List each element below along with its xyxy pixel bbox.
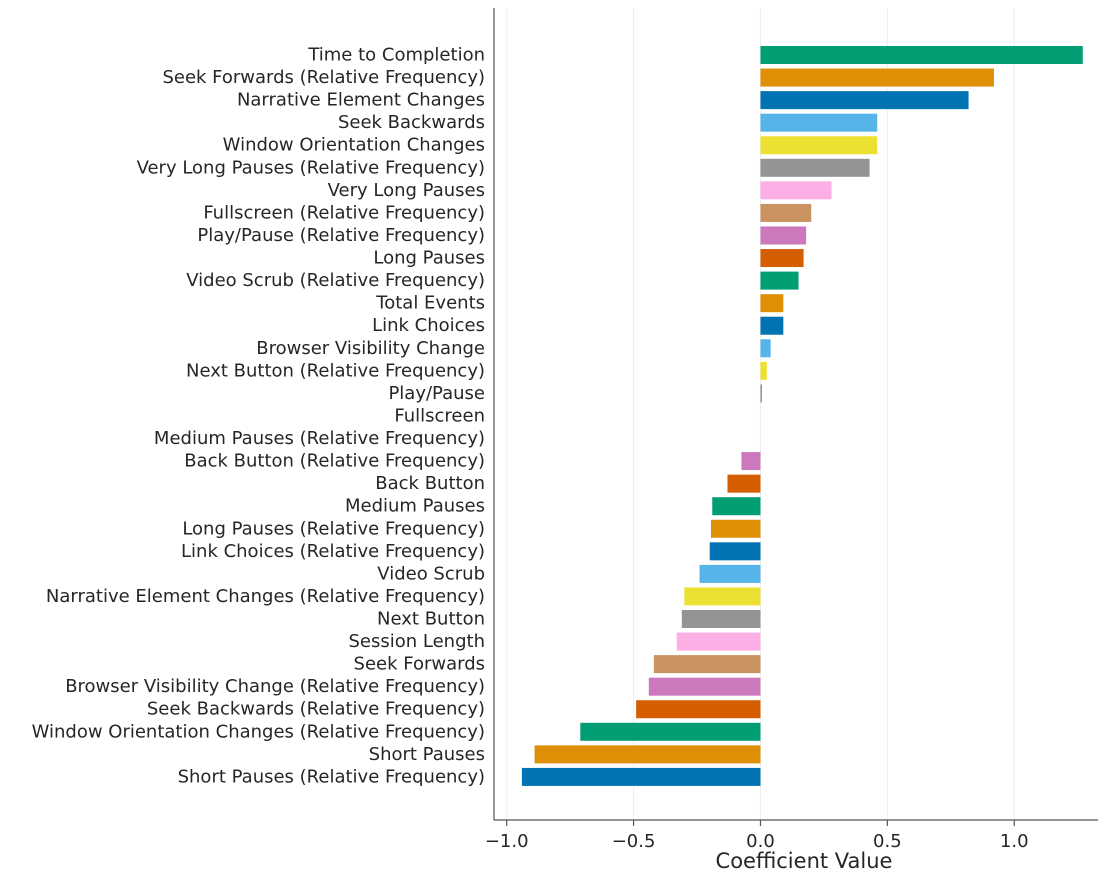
category-label: Next Button (Relative Frequency) bbox=[186, 360, 485, 381]
category-label: Fullscreen bbox=[394, 405, 485, 426]
bar bbox=[760, 361, 767, 380]
category-label: Link Choices bbox=[372, 315, 485, 336]
category-label: Narrative Element Changes (Relative Freq… bbox=[46, 586, 485, 607]
x-tick-label: 0.0 bbox=[746, 831, 775, 852]
category-label: Time to Completion bbox=[307, 45, 485, 66]
category-label: Narrative Element Changes bbox=[237, 90, 485, 111]
x-ticks: −1.0 −0.5 0.0 0.5 1.0 bbox=[485, 820, 1029, 852]
category-label: Very Long Pauses (Relative Frequency) bbox=[137, 157, 485, 178]
category-label: Back Button (Relative Frequency) bbox=[184, 451, 485, 472]
category-label: Fullscreen (Relative Frequency) bbox=[203, 202, 485, 223]
x-tick-label: 1.0 bbox=[1000, 831, 1029, 852]
x-tick-label: −1.0 bbox=[485, 831, 529, 852]
bars bbox=[521, 46, 1083, 786]
bar bbox=[653, 655, 761, 674]
category-label: Medium Pauses bbox=[345, 496, 485, 517]
category-label: Back Button bbox=[375, 473, 485, 494]
bar bbox=[760, 158, 870, 177]
category-label: Next Button bbox=[377, 609, 485, 630]
bar bbox=[636, 700, 761, 719]
category-label: Browser Visibility Change (Relative Freq… bbox=[65, 676, 485, 697]
bar bbox=[709, 542, 761, 561]
bar bbox=[684, 587, 761, 606]
category-label: Seek Forwards (Relative Frequency) bbox=[162, 67, 485, 88]
bar bbox=[760, 294, 784, 313]
category-label: Medium Pauses (Relative Frequency) bbox=[154, 428, 485, 449]
bar bbox=[760, 226, 807, 245]
category-label: Video Scrub bbox=[377, 563, 485, 584]
bar bbox=[676, 632, 761, 651]
category-label: Long Pauses bbox=[373, 248, 485, 269]
category-label: Browser Visibility Change bbox=[256, 338, 485, 359]
bar bbox=[760, 181, 832, 200]
category-label: Short Pauses (Relative Frequency) bbox=[178, 766, 485, 787]
bar bbox=[712, 497, 761, 516]
bar bbox=[534, 745, 761, 764]
category-label: Total Events bbox=[375, 293, 485, 314]
category-label: Video Scrub (Relative Frequency) bbox=[186, 270, 485, 291]
category-label: Window Orientation Changes bbox=[223, 135, 485, 156]
x-tick-label: 0.5 bbox=[873, 831, 902, 852]
bar bbox=[727, 474, 761, 493]
bar bbox=[760, 384, 762, 403]
x-axis-title: Coefficient Value bbox=[716, 849, 893, 873]
category-label: Play/Pause bbox=[388, 383, 485, 404]
bar bbox=[760, 91, 969, 110]
bar bbox=[760, 68, 994, 87]
category-label: Seek Backwards bbox=[338, 112, 485, 133]
bar bbox=[760, 113, 878, 132]
x-tick-label: −0.5 bbox=[612, 831, 656, 852]
bar bbox=[760, 46, 1083, 64]
category-label: Long Pauses (Relative Frequency) bbox=[182, 518, 485, 539]
category-label: Window Orientation Changes (Relative Fre… bbox=[32, 721, 485, 742]
category-label: Seek Forwards bbox=[354, 654, 485, 675]
bar bbox=[741, 452, 761, 471]
bar bbox=[760, 271, 799, 290]
bar bbox=[681, 610, 761, 628]
bar bbox=[648, 677, 761, 696]
bar bbox=[760, 203, 812, 222]
bar bbox=[521, 767, 761, 786]
category-label: Play/Pause (Relative Frequency) bbox=[197, 225, 485, 246]
bar bbox=[760, 316, 784, 335]
bar bbox=[760, 136, 878, 155]
bar bbox=[760, 339, 771, 358]
bar bbox=[580, 722, 761, 741]
category-label: Seek Backwards (Relative Frequency) bbox=[147, 699, 485, 720]
category-label: Session Length bbox=[349, 631, 486, 652]
category-label: Short Pauses bbox=[369, 744, 485, 765]
bar bbox=[699, 564, 761, 583]
bar bbox=[760, 249, 804, 268]
category-label: Very Long Pauses bbox=[328, 180, 485, 201]
category-label: Link Choices (Relative Frequency) bbox=[181, 541, 485, 562]
bar bbox=[710, 519, 761, 538]
